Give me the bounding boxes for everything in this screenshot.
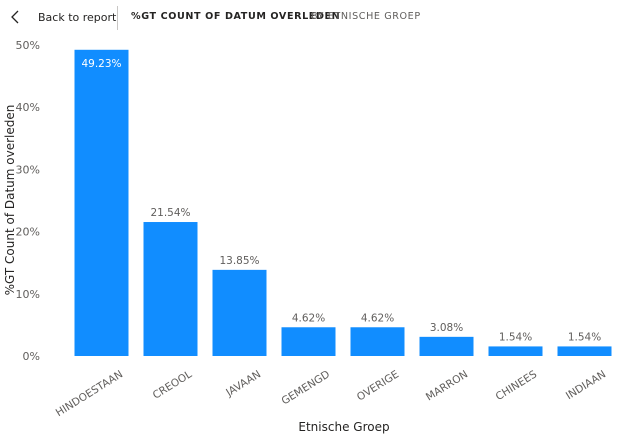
visual-subtitle: BY ETNISCHE GROEP <box>311 11 421 22</box>
header-divider <box>117 6 118 30</box>
data-label: 1.54% <box>499 331 532 343</box>
bar-chinees[interactable] <box>488 346 543 356</box>
x-tick-label: GEMENGD <box>279 368 332 407</box>
bar-creool[interactable] <box>143 222 198 356</box>
x-axis-title: Etnische Groep <box>298 420 389 434</box>
bar-gemengd[interactable] <box>281 327 336 356</box>
bar-marron[interactable] <box>419 336 474 356</box>
visual-header: Back to report %GT COUNT OF DATUM OVERLE… <box>0 0 641 36</box>
x-tick-label: HINDOESTAAN <box>54 368 125 419</box>
x-axis: HINDOESTAAN CREOOL JAVAAN GEMENGD OVERIGE MAR… <box>54 368 608 419</box>
back-to-report-label: Back to report <box>38 10 117 24</box>
data-labels: 49.23% 21.54% 13.85% 4.62% 4.62% 3.08% 1.54% 1.… <box>81 58 601 344</box>
data-label: 4.62% <box>361 312 394 324</box>
data-label: 4.62% <box>292 312 325 324</box>
x-tick-label: INDIAAN <box>564 368 608 402</box>
data-label: 3.08% <box>430 322 463 334</box>
y-axis: 0% 10% 20% 30% 40% 50% <box>16 39 40 363</box>
y-tick-label: 10% <box>16 288 40 301</box>
x-tick-label: JAVAAN <box>223 368 263 399</box>
y-tick-label: 30% <box>16 163 40 176</box>
y-tick-label: 50% <box>16 39 40 52</box>
data-label: 13.85% <box>219 255 259 267</box>
visual-title: %GT COUNT OF DATUM OVERLEDEN <box>131 11 341 22</box>
y-axis-title: %GT Count of Datum overleden <box>3 105 17 296</box>
data-label: 1.54% <box>568 331 601 343</box>
bar-hindoestaan[interactable] <box>74 49 129 356</box>
bar-indiaan[interactable] <box>557 346 612 356</box>
x-tick-label: CHINEES <box>494 368 540 403</box>
bar-overige[interactable] <box>350 327 405 356</box>
y-tick-label: 20% <box>16 226 40 239</box>
bars <box>74 49 612 356</box>
bar-javaan[interactable] <box>212 269 267 356</box>
data-label: 49.23% <box>81 58 121 70</box>
x-tick-label: MARRON <box>424 368 470 403</box>
y-tick-label: 40% <box>16 101 40 114</box>
x-tick-label: OVERIGE <box>355 368 401 403</box>
chevron-left-icon <box>11 10 19 24</box>
y-tick-label: 0% <box>23 350 40 363</box>
data-label: 21.54% <box>150 207 190 219</box>
x-tick-label: CREOOL <box>151 368 194 401</box>
back-to-report-button[interactable]: Back to report <box>8 4 116 30</box>
